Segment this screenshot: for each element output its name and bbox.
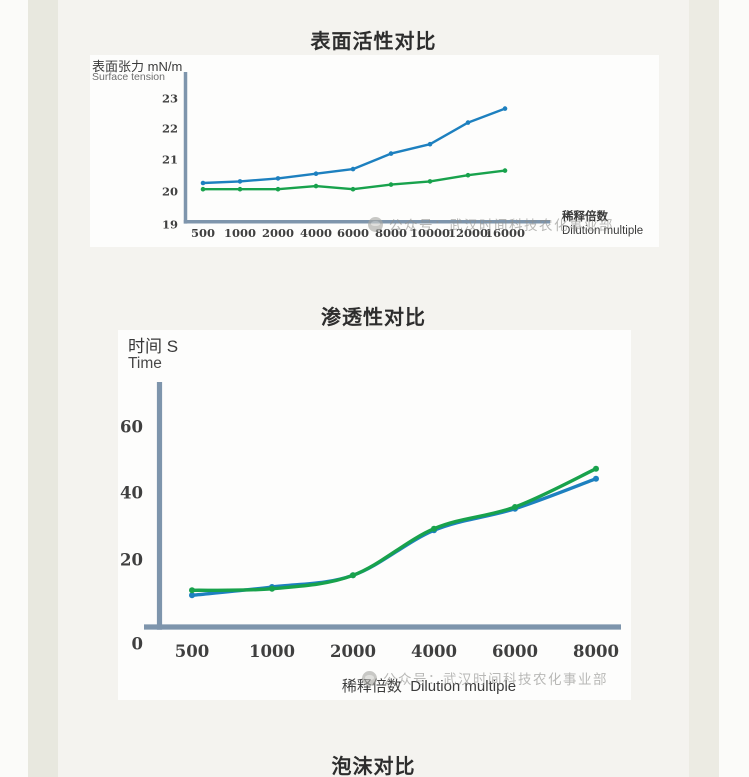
green-line-marker xyxy=(388,182,394,187)
x-tick-label: 2000 xyxy=(262,226,294,240)
chart2-ylabel-cn: 时间 S xyxy=(128,337,179,356)
chart1-ylabel-en: Surface tension xyxy=(92,71,165,83)
blue-line xyxy=(201,107,507,185)
blue-line-marker xyxy=(189,592,195,599)
chart2-panel: 60 40 20 0 500 1000 2000 4000 6000 8000 时间 S Time… xyxy=(118,330,631,700)
blue-line-marker xyxy=(313,171,319,176)
chart2-title: 渗透性对比 xyxy=(321,307,426,329)
x-tick-label: 10000 xyxy=(410,226,450,240)
green-line-marker xyxy=(275,186,281,192)
green-line-marker xyxy=(200,186,206,192)
chart2-xlabel-en: Dilution multiple xyxy=(410,678,517,695)
green-line-marker xyxy=(465,172,471,178)
x-tick-label: 6000 xyxy=(492,642,538,661)
chart1-xlabel-cn: 稀释倍数 xyxy=(562,211,608,223)
x-tick-label: 12000 xyxy=(448,226,488,240)
right-paper-strip xyxy=(689,0,719,777)
green-line-marker xyxy=(502,168,508,173)
x-tick-label: 4000 xyxy=(411,642,457,661)
y-tick-label: 60 xyxy=(120,418,143,437)
green-line xyxy=(190,467,598,593)
green-line-marker xyxy=(237,186,243,192)
chart3-title: 泡沫对比 xyxy=(331,756,416,777)
green-line-marker xyxy=(313,183,319,189)
green-line-marker xyxy=(350,186,356,192)
y-tick-label: 23 xyxy=(162,92,178,106)
blue-line-marker xyxy=(237,179,243,184)
x-tick-label: 8000 xyxy=(573,642,619,661)
blue-line-marker xyxy=(388,151,394,156)
green-line-marker xyxy=(189,587,195,594)
chart1-xaxis-label: 稀释倍数 Dilution multiple xyxy=(562,210,643,238)
x-tick-label: 8000 xyxy=(375,226,407,240)
blue-line-marker xyxy=(275,176,281,181)
x-tick-label: 16000 xyxy=(485,226,525,240)
green-line-marker xyxy=(350,572,356,579)
y-tick-label: 19 xyxy=(162,218,178,232)
green-line-marker xyxy=(427,179,433,184)
x-tick-label: 1000 xyxy=(224,226,256,240)
x-tick-label: 500 xyxy=(191,226,215,240)
y-tick-label: 20 xyxy=(162,185,178,199)
chart2-xaxis-label: 稀释倍数 Dilution multiple xyxy=(298,675,560,696)
chart2-ylabel-en: Time xyxy=(128,355,162,372)
left-paper-strip xyxy=(28,0,58,777)
y-tick-label: 22 xyxy=(162,122,178,136)
x-tick-label: 4000 xyxy=(300,226,332,240)
y-tick-label: 20 xyxy=(120,551,143,570)
blue-line-marker xyxy=(200,180,206,186)
chart1-plot: 23 22 21 20 19 500 1000 2000 4000 6000 8000 1000012… xyxy=(162,72,550,240)
blue-line-marker xyxy=(427,141,433,147)
x-tick-label: 2000 xyxy=(330,642,376,661)
y-tick-label: 21 xyxy=(162,153,178,167)
blue-line-marker xyxy=(350,166,356,172)
blue-line xyxy=(190,477,598,597)
chart1-ylabel-cn: 表面张力 mN/m xyxy=(92,59,183,74)
blue-line-marker xyxy=(465,120,471,125)
green-line-marker xyxy=(431,525,437,532)
x-tick-label: 1000 xyxy=(249,642,295,661)
x-tick-label: 6000 xyxy=(337,226,369,240)
chart2-plot: 60 40 20 0 500 1000 2000 4000 6000 8000 xyxy=(120,382,621,661)
blue-line-marker xyxy=(593,475,599,482)
y-tick-label: 40 xyxy=(120,484,143,503)
x-tick-label: 500 xyxy=(175,642,209,661)
chart1-title: 表面活性对比 xyxy=(310,31,437,53)
green-line-marker xyxy=(269,585,275,592)
chart1-xlabel-en: Dilution multiple xyxy=(562,225,644,237)
blue-line-marker xyxy=(502,106,508,111)
chart1-panel: 23 22 21 20 19 500 1000 2000 4000 6000 8000 10000 12… xyxy=(90,55,659,247)
green-line-marker xyxy=(512,504,518,510)
chart2-xlabel-cn: 稀释倍数 xyxy=(341,678,402,695)
green-line-marker xyxy=(593,465,599,472)
y-tick-label: 0 xyxy=(132,635,143,654)
